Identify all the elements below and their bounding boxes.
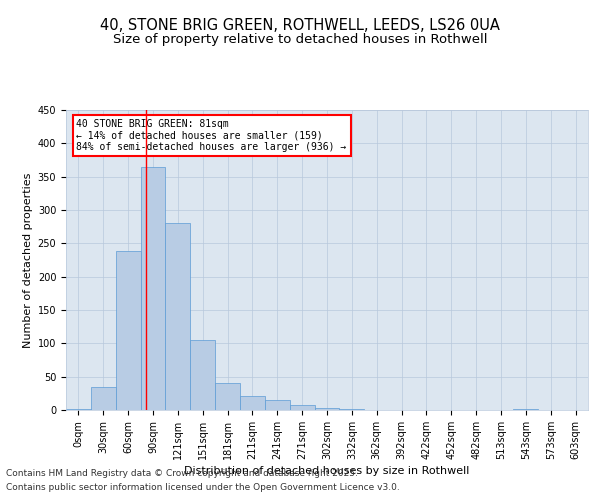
Bar	[514, 408, 538, 410]
Bar	[240, 396, 265, 410]
Bar	[265, 400, 290, 410]
X-axis label: Distribution of detached houses by size in Rothwell: Distribution of detached houses by size …	[184, 466, 470, 476]
Text: 40, STONE BRIG GREEN, ROTHWELL, LEEDS, LS26 0UA: 40, STONE BRIG GREEN, ROTHWELL, LEEDS, L…	[100, 18, 500, 32]
Bar	[140, 166, 166, 410]
Text: Size of property relative to detached houses in Rothwell: Size of property relative to detached ho…	[113, 32, 487, 46]
Bar	[166, 222, 190, 410]
Bar	[91, 388, 116, 410]
Bar	[116, 252, 140, 410]
Bar	[314, 408, 340, 410]
Bar	[66, 408, 91, 410]
Bar	[290, 406, 314, 410]
Text: Contains public sector information licensed under the Open Government Licence v3: Contains public sector information licen…	[6, 484, 400, 492]
Y-axis label: Number of detached properties: Number of detached properties	[23, 172, 34, 348]
Text: 40 STONE BRIG GREEN: 81sqm
← 14% of detached houses are smaller (159)
84% of sem: 40 STONE BRIG GREEN: 81sqm ← 14% of deta…	[76, 119, 347, 152]
Bar	[190, 340, 215, 410]
Text: Contains HM Land Registry data © Crown copyright and database right 2025.: Contains HM Land Registry data © Crown c…	[6, 468, 358, 477]
Bar	[215, 382, 240, 410]
